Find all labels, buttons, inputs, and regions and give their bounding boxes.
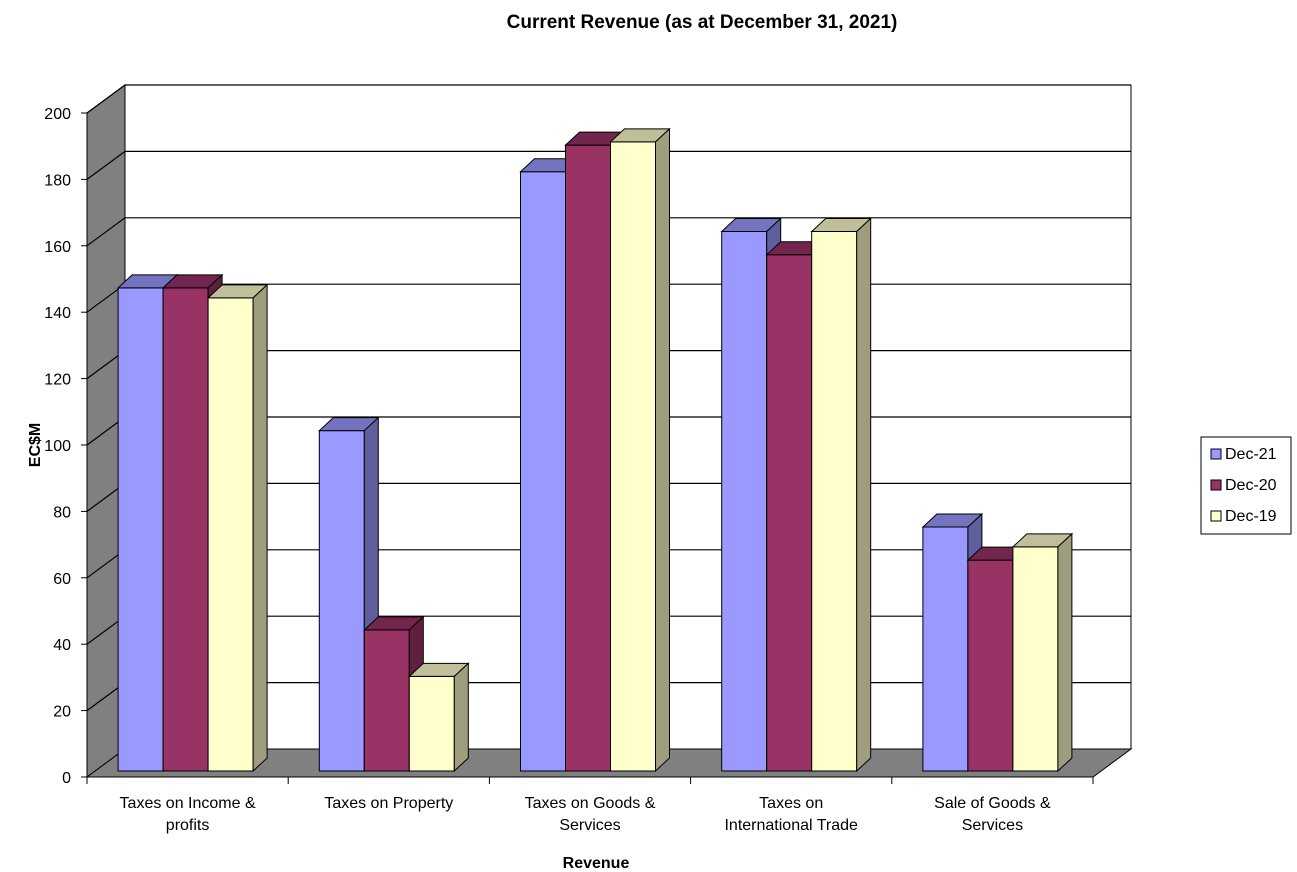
y-axis-label: EC$M	[27, 423, 44, 467]
bar-face	[363, 629, 410, 772]
bar-face	[1012, 546, 1059, 772]
bar	[408, 662, 470, 773]
gridline	[86, 217, 1131, 247]
gridline	[86, 150, 1131, 180]
bar-face	[922, 526, 969, 772]
bar-side	[453, 662, 469, 773]
x-tick-label: Taxes on Income & profits	[120, 795, 256, 834]
x-tick-label: Sale of Goods & Services	[934, 795, 1051, 834]
y-tick-label: 0	[62, 770, 71, 787]
bar-side	[252, 283, 268, 773]
bar-face	[207, 297, 254, 772]
bar-face	[162, 287, 209, 772]
bar	[810, 217, 872, 773]
y-tick-label: 60	[53, 571, 71, 588]
bar-face	[967, 559, 1014, 772]
y-axis: 0 20 40 60 80 100 120 140 160 180 200	[44, 106, 88, 787]
bar-face	[565, 144, 611, 772]
bar-face	[318, 430, 365, 772]
legend-label: Dec-20	[1225, 477, 1277, 494]
bar-face	[811, 230, 858, 772]
y-tick-label: 40	[53, 637, 71, 654]
y-tick-label: 140	[44, 305, 71, 322]
bar	[206, 283, 269, 773]
bar-face	[117, 287, 164, 772]
y-tick-label: 20	[53, 704, 71, 721]
bars	[116, 127, 1074, 773]
legend-swatch	[1210, 448, 1222, 460]
y-tick-label: 200	[44, 106, 71, 123]
bar-side	[1057, 532, 1073, 773]
bar	[609, 127, 671, 773]
bar	[1011, 532, 1074, 773]
bar-side	[856, 217, 872, 773]
y-tick-label: 160	[44, 239, 71, 256]
y-tick-label: 100	[44, 438, 71, 455]
x-tick-label: Taxes on International Trade	[724, 795, 858, 834]
bar-side	[655, 127, 670, 773]
bar-face	[721, 230, 768, 772]
x-axis-label: Revenue	[563, 855, 630, 872]
x-tick-label: Taxes on Property	[324, 795, 453, 812]
y-tick-label: 80	[53, 504, 71, 521]
legend: Dec-21 Dec-20 Dec-19	[1200, 436, 1292, 535]
y-tick-label: 120	[44, 372, 71, 389]
chart-title: Current Revenue (as at December 31, 2021…	[507, 12, 898, 33]
y-tick-label: 180	[44, 172, 71, 189]
x-tick-label: Taxes on Goods & Services	[525, 795, 656, 834]
gridline	[86, 84, 1131, 114]
legend-swatch	[1210, 510, 1222, 522]
bar-face	[766, 254, 813, 772]
legend-label: Dec-21	[1225, 446, 1277, 463]
legend-swatch	[1210, 479, 1222, 491]
legend-label: Dec-19	[1225, 508, 1277, 525]
bar-face	[610, 141, 656, 772]
bar-face	[408, 675, 455, 772]
x-axis: Taxes on Income & profits Taxes on Propert…	[86, 776, 1094, 834]
bar-face	[520, 171, 566, 772]
